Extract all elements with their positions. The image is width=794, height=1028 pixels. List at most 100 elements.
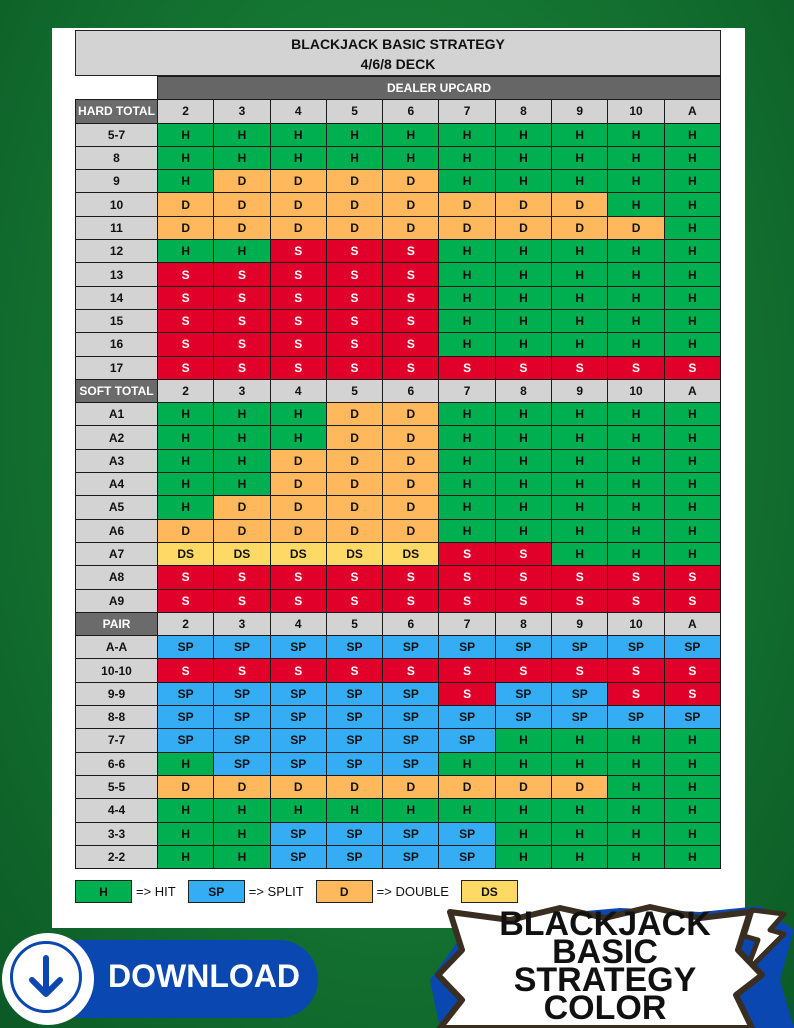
action-cell: D — [382, 192, 440, 217]
table-row: 11 D D D D D D D D D H — [75, 215, 721, 241]
action-cell: D — [157, 774, 215, 800]
legend-swatch: D — [315, 880, 373, 903]
action-cell: H — [663, 495, 721, 520]
action-cell: H — [551, 541, 609, 567]
table-row: 12 H H S S S H H H H H — [75, 239, 721, 264]
action-cell: H — [438, 495, 496, 520]
action-cell: SP — [551, 635, 609, 660]
dealer-upcard-row: DEALER UPCARD — [75, 76, 721, 101]
upcard-header: 4 — [269, 611, 327, 637]
action-cell: SP — [438, 705, 496, 730]
legend-swatch: SP — [187, 880, 245, 903]
action-cell: S — [551, 588, 609, 613]
dealer-upcard-header: DEALER UPCARD — [157, 76, 721, 101]
action-cell: D — [382, 402, 440, 427]
action-cell: D — [382, 448, 440, 474]
action-cell: H — [551, 472, 609, 497]
action-cell: SP — [494, 635, 553, 660]
badge-line4: COLOR — [543, 989, 667, 1027]
action-cell: SP — [213, 681, 271, 707]
action-cell: H — [157, 402, 215, 427]
action-cell: SP — [551, 705, 609, 730]
row-label: 4-4 — [75, 798, 158, 823]
action-cell: S — [438, 658, 496, 683]
action-cell: H — [494, 472, 553, 497]
action-cell: S — [438, 355, 496, 380]
action-cell: DS — [157, 541, 215, 567]
row-label: 11 — [75, 215, 158, 241]
download-icon-ring — [10, 941, 82, 1013]
action-cell: H — [551, 495, 609, 520]
action-cell: H — [607, 821, 665, 846]
upcard-header: 9 — [551, 611, 609, 637]
row-label: 5-7 — [75, 122, 158, 147]
upcard-header: 8 — [494, 99, 553, 124]
action-cell: H — [607, 844, 665, 870]
upcard-header: 3 — [213, 378, 271, 404]
action-cell: H — [607, 122, 665, 147]
action-cell: S — [382, 355, 440, 380]
upcard-header: 8 — [494, 611, 553, 637]
upcard-header: 4 — [269, 99, 327, 124]
upcard-header: 6 — [382, 611, 440, 637]
action-cell: H — [438, 425, 496, 450]
table-row: 6-6 H SP SP SP SP H H H H H — [75, 751, 721, 776]
action-cell: S — [213, 588, 271, 613]
action-cell: SP — [269, 751, 327, 776]
table-row: A-A SP SP SP SP SP SP SP SP SP SP — [75, 635, 721, 660]
action-cell: H — [213, 122, 271, 147]
action-cell: S — [157, 355, 215, 380]
action-cell: H — [325, 122, 384, 147]
table-row: 5-5 D D D D D D D D H H — [75, 774, 721, 800]
action-cell: D — [157, 518, 215, 543]
action-cell: SP — [494, 705, 553, 730]
table-row: 7-7 SP SP SP SP SP SP H H H H — [75, 728, 721, 753]
row-label: 7-7 — [75, 728, 158, 753]
action-cell: H — [269, 122, 327, 147]
table-row: A7 DS DS DS DS DS S S H H H — [75, 541, 721, 567]
row-label: 2-2 — [75, 844, 158, 870]
table-row: 14 S S S S S H H H H H — [75, 285, 721, 310]
action-cell: SP — [325, 681, 384, 707]
action-cell: S — [157, 588, 215, 613]
action-cell: SP — [438, 844, 496, 870]
action-cell: D — [438, 215, 496, 241]
action-cell: H — [663, 798, 721, 823]
action-cell: H — [438, 262, 496, 287]
row-label: 15 — [75, 308, 158, 334]
download-label[interactable]: DOWNLOAD — [108, 958, 300, 994]
row-label: 6-6 — [75, 751, 158, 776]
action-cell: H — [438, 145, 496, 171]
action-cell: H — [269, 425, 327, 450]
action-cell: H — [494, 798, 553, 823]
action-cell: D — [494, 774, 553, 800]
action-cell: H — [607, 402, 665, 427]
legend-text: => SPLIT — [248, 884, 304, 899]
action-cell: H — [663, 821, 721, 846]
arrow-down-icon — [29, 955, 63, 997]
action-cell: S — [213, 332, 271, 357]
action-cell: D — [325, 402, 384, 427]
action-cell: H — [663, 215, 721, 241]
section-header-row: SOFT TOTAL 2 3 4 5 6 7 8 9 10 A — [75, 378, 721, 404]
action-cell: SP — [213, 751, 271, 776]
legend-swatch: H — [75, 880, 132, 903]
action-cell: D — [438, 192, 496, 217]
action-cell: SP — [269, 635, 327, 660]
action-cell: S — [607, 658, 665, 683]
action-cell: D — [213, 192, 271, 217]
action-cell: H — [663, 169, 721, 194]
legend-swatch: DS — [460, 880, 518, 903]
action-cell: H — [663, 192, 721, 217]
badge-text: BLACKJACK BASIC STRATEGY COLOR — [480, 907, 730, 1027]
action-cell: H — [663, 239, 721, 264]
action-cell: D — [269, 192, 327, 217]
action-cell: SP — [157, 728, 215, 753]
action-cell: SP — [663, 635, 721, 660]
table-row: 2-2 H H SP SP SP SP H H H H — [75, 844, 721, 870]
action-cell: H — [494, 285, 553, 310]
title-line2: 4/6/8 DECK — [360, 56, 436, 72]
row-label: A4 — [75, 472, 158, 497]
row-label: A5 — [75, 495, 158, 520]
